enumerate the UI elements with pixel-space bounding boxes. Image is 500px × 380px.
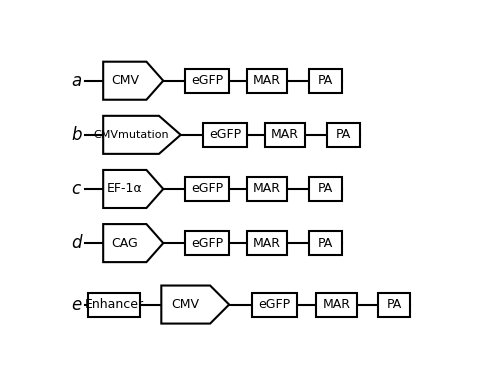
- Bar: [203, 123, 248, 147]
- Text: eGFP: eGFP: [191, 237, 223, 250]
- Text: CMVmutation: CMVmutation: [94, 130, 169, 140]
- Bar: [327, 123, 360, 147]
- Text: b: b: [71, 126, 82, 144]
- Text: eGFP: eGFP: [191, 182, 223, 195]
- Bar: [184, 177, 229, 201]
- Text: MAR: MAR: [253, 237, 281, 250]
- Text: MAR: MAR: [253, 182, 281, 195]
- Text: PA: PA: [318, 237, 332, 250]
- Text: PA: PA: [318, 74, 332, 87]
- Text: MAR: MAR: [322, 298, 350, 311]
- Bar: [246, 177, 287, 201]
- Bar: [246, 231, 287, 255]
- Bar: [184, 69, 229, 93]
- Text: eGFP: eGFP: [258, 298, 290, 311]
- Text: d: d: [71, 234, 82, 252]
- Polygon shape: [103, 116, 180, 154]
- Text: CMV: CMV: [172, 298, 200, 311]
- Text: CMV: CMV: [111, 74, 139, 87]
- Bar: [308, 69, 342, 93]
- Text: c: c: [71, 180, 80, 198]
- Text: CAG: CAG: [112, 237, 138, 250]
- Text: PA: PA: [318, 182, 332, 195]
- Bar: [246, 69, 287, 93]
- Polygon shape: [162, 285, 229, 324]
- Polygon shape: [103, 62, 163, 100]
- Bar: [308, 231, 342, 255]
- Text: a: a: [71, 72, 82, 90]
- Text: PA: PA: [336, 128, 351, 141]
- Text: Enhancer: Enhancer: [84, 298, 144, 311]
- Bar: [316, 293, 357, 317]
- Polygon shape: [103, 224, 163, 262]
- Bar: [88, 293, 140, 317]
- Text: PA: PA: [386, 298, 402, 311]
- Text: MAR: MAR: [271, 128, 299, 141]
- Bar: [308, 177, 342, 201]
- Text: MAR: MAR: [253, 74, 281, 87]
- Text: e: e: [71, 296, 82, 313]
- Text: eGFP: eGFP: [209, 128, 241, 141]
- Bar: [252, 293, 297, 317]
- Text: EF-1α: EF-1α: [107, 182, 142, 195]
- Polygon shape: [103, 170, 163, 208]
- Text: eGFP: eGFP: [191, 74, 223, 87]
- Bar: [184, 231, 229, 255]
- Bar: [378, 293, 410, 317]
- Bar: [265, 123, 306, 147]
